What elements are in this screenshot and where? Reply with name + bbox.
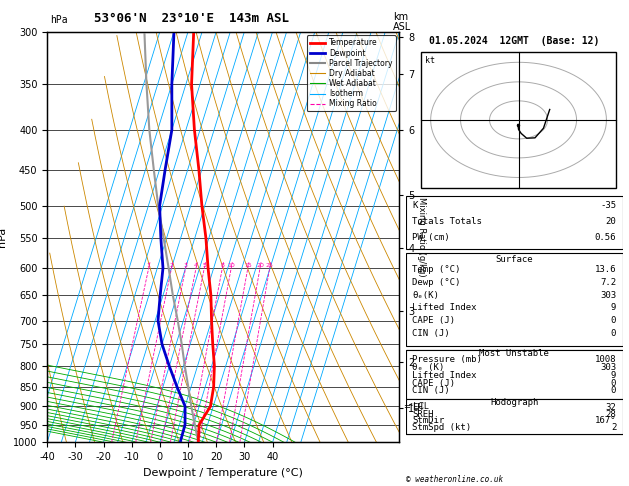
Text: -35: -35 bbox=[600, 201, 616, 210]
Text: 13.6: 13.6 bbox=[594, 265, 616, 274]
Text: Lifted Index: Lifted Index bbox=[412, 303, 477, 312]
Text: 303: 303 bbox=[600, 291, 616, 300]
Text: 7.2: 7.2 bbox=[600, 278, 616, 287]
Bar bbox=[406, 253, 623, 346]
Text: θₑ (K): θₑ (K) bbox=[412, 363, 445, 372]
Text: 303: 303 bbox=[600, 363, 616, 372]
Text: K: K bbox=[412, 201, 418, 210]
Text: Temp (°C): Temp (°C) bbox=[412, 265, 460, 274]
Text: =¹LCL: =¹LCL bbox=[404, 402, 429, 411]
Text: 32: 32 bbox=[606, 403, 616, 412]
Text: 53°06'N  23°10'E  143m ASL: 53°06'N 23°10'E 143m ASL bbox=[94, 12, 289, 25]
Text: ASL: ASL bbox=[393, 22, 411, 32]
Text: 9: 9 bbox=[611, 303, 616, 312]
Bar bbox=[406, 399, 623, 434]
Text: Dewp (°C): Dewp (°C) bbox=[412, 278, 460, 287]
Text: 10: 10 bbox=[227, 263, 235, 268]
Text: hPa: hPa bbox=[50, 15, 68, 25]
Text: 0: 0 bbox=[611, 379, 616, 388]
Legend: Temperature, Dewpoint, Parcel Trajectory, Dry Adiabat, Wet Adiabat, Isotherm, Mi: Temperature, Dewpoint, Parcel Trajectory… bbox=[307, 35, 396, 111]
Text: Hodograph: Hodograph bbox=[490, 398, 538, 406]
X-axis label: Dewpoint / Temperature (°C): Dewpoint / Temperature (°C) bbox=[143, 468, 303, 478]
Text: © weatheronline.co.uk: © weatheronline.co.uk bbox=[406, 474, 503, 484]
Bar bbox=[421, 52, 616, 188]
Text: Lifted Index: Lifted Index bbox=[412, 371, 477, 380]
Bar bbox=[406, 350, 623, 434]
Text: 8: 8 bbox=[220, 263, 225, 268]
Bar bbox=[406, 350, 623, 399]
Bar bbox=[406, 196, 623, 249]
Text: 0: 0 bbox=[611, 329, 616, 338]
Text: Most Unstable: Most Unstable bbox=[479, 349, 549, 358]
Text: 167°: 167° bbox=[594, 416, 616, 425]
Text: 9: 9 bbox=[611, 371, 616, 380]
Text: 01.05.2024  12GMT  (Base: 12): 01.05.2024 12GMT (Base: 12) bbox=[429, 35, 599, 46]
Text: 20: 20 bbox=[606, 217, 616, 226]
Text: 25: 25 bbox=[265, 263, 274, 268]
Text: 28: 28 bbox=[606, 410, 616, 418]
Text: 20: 20 bbox=[256, 263, 264, 268]
Text: Totals Totals: Totals Totals bbox=[412, 217, 482, 226]
Text: 1: 1 bbox=[147, 263, 151, 268]
Text: CIN (J): CIN (J) bbox=[412, 329, 450, 338]
Text: 0.56: 0.56 bbox=[594, 233, 616, 243]
Text: StmDir: StmDir bbox=[412, 416, 445, 425]
Text: EH: EH bbox=[412, 403, 423, 412]
Text: 1008: 1008 bbox=[594, 355, 616, 364]
Text: Surface: Surface bbox=[496, 255, 533, 264]
Text: CAPE (J): CAPE (J) bbox=[412, 316, 455, 325]
Text: km: km bbox=[393, 12, 408, 22]
Text: CIN (J): CIN (J) bbox=[412, 386, 450, 396]
Text: kt: kt bbox=[425, 56, 435, 65]
Text: 5: 5 bbox=[203, 263, 206, 268]
Y-axis label: Mixing Ratio (g/kg): Mixing Ratio (g/kg) bbox=[417, 197, 426, 277]
Y-axis label: hPa: hPa bbox=[0, 227, 8, 247]
Text: 2: 2 bbox=[611, 423, 616, 432]
Text: 0: 0 bbox=[611, 386, 616, 396]
Text: PW (cm): PW (cm) bbox=[412, 233, 450, 243]
Text: 3: 3 bbox=[184, 263, 187, 268]
Text: 0: 0 bbox=[611, 316, 616, 325]
Text: SREH: SREH bbox=[412, 410, 434, 418]
Text: 4: 4 bbox=[194, 263, 198, 268]
Text: StmSpd (kt): StmSpd (kt) bbox=[412, 423, 471, 432]
Text: Pressure (mb): Pressure (mb) bbox=[412, 355, 482, 364]
Text: θₑ(K): θₑ(K) bbox=[412, 291, 439, 300]
Text: 2: 2 bbox=[170, 263, 174, 268]
Text: 15: 15 bbox=[244, 263, 252, 268]
Text: CAPE (J): CAPE (J) bbox=[412, 379, 455, 388]
